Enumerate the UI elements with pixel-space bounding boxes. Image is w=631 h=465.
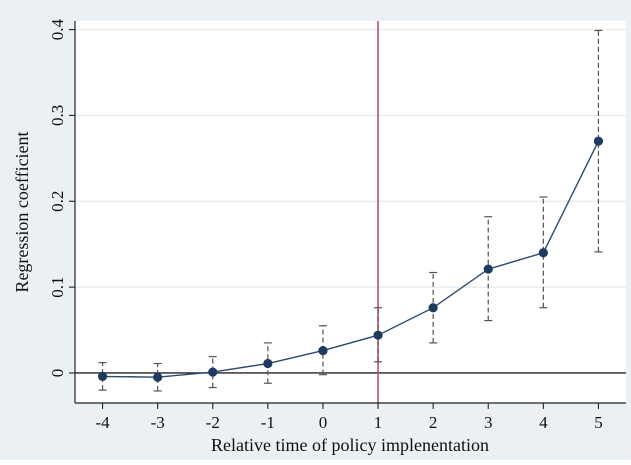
x-tick-label: -2	[206, 413, 220, 432]
x-axis-title: Relative time of policy implenentation	[211, 435, 489, 455]
x-tick-label: -1	[261, 413, 275, 432]
axes	[69, 21, 626, 409]
data-point	[373, 330, 383, 340]
y-axis-title: Regression coefficient	[12, 131, 32, 292]
data-point	[538, 248, 548, 258]
data-point	[263, 358, 273, 369]
data-point	[593, 136, 604, 146]
data-points	[97, 136, 604, 382]
x-tick-label: 5	[594, 413, 603, 432]
x-tick-label: -4	[95, 413, 110, 432]
data-point	[97, 371, 108, 381]
x-tick-label: 2	[429, 413, 438, 432]
x-tick-label: 1	[374, 413, 383, 432]
y-tick-label: 0.4	[48, 18, 67, 40]
coefficient-line	[102, 140, 600, 378]
data-point	[318, 346, 328, 356]
data-point	[483, 264, 493, 274]
x-tick-label: 4	[539, 413, 548, 432]
plot-area	[75, 21, 626, 403]
x-tick-label: -3	[151, 413, 165, 432]
y-tick-label: 0	[48, 369, 67, 378]
series-line	[102, 140, 600, 378]
y-tick-label: 0.2	[48, 191, 67, 212]
gridlines	[75, 28, 626, 288]
x-tick-label: 3	[484, 413, 493, 432]
x-tick-labels: -4 -3 -2 -1 0 1 2 3 4 5	[95, 413, 602, 432]
data-point	[153, 372, 163, 382]
x-tick-label: 0	[319, 413, 328, 432]
y-tick-label: 0.1	[48, 276, 67, 297]
data-point	[428, 303, 438, 313]
y-tick-label: 0.3	[48, 105, 67, 126]
data-point	[208, 367, 218, 377]
y-tick-labels: 0 0.1 0.2 0.3 0.4	[48, 18, 67, 377]
